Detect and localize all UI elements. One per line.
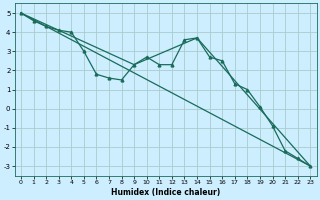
X-axis label: Humidex (Indice chaleur): Humidex (Indice chaleur) [111, 188, 220, 197]
